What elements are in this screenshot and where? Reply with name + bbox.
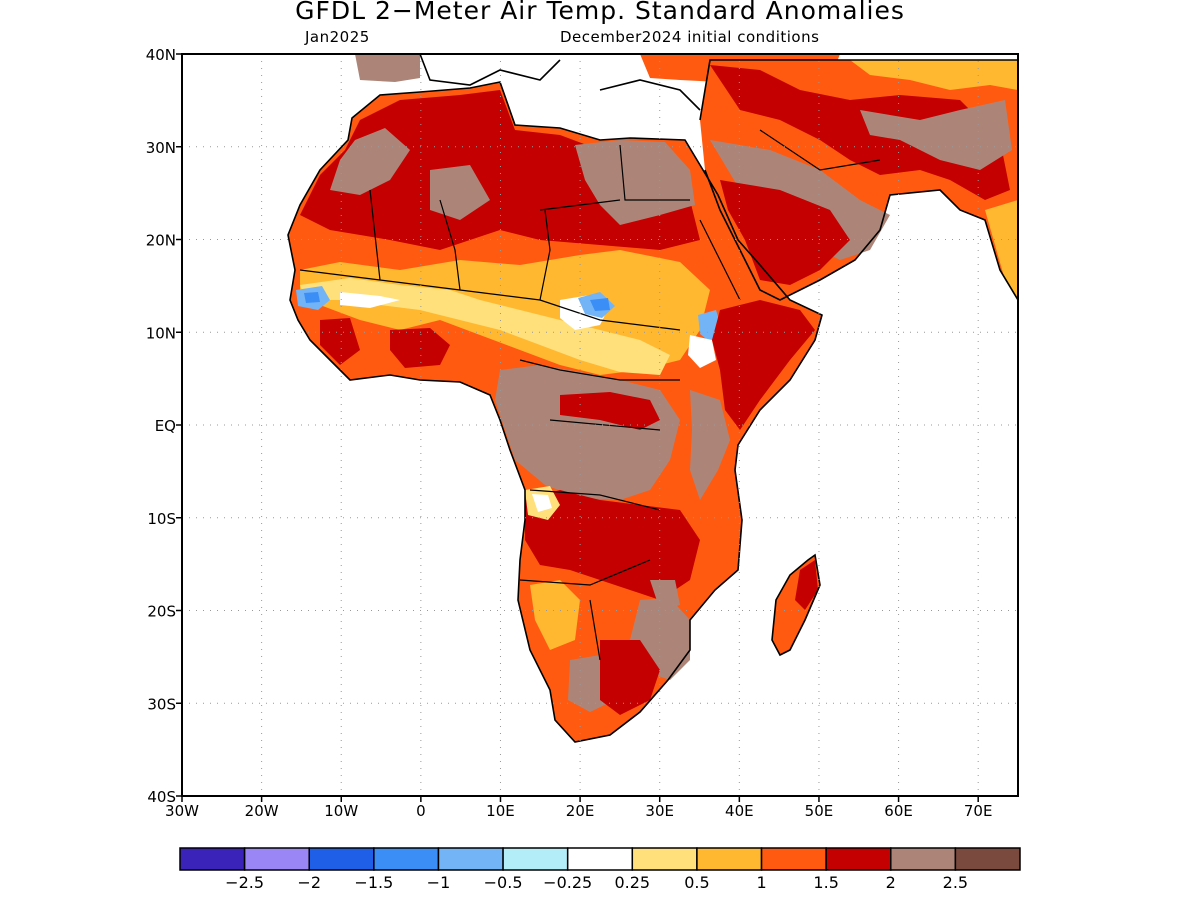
anomaly-yellow-sahel <box>300 278 670 375</box>
legend-swatch <box>373 847 440 871</box>
anomaly-mid-blue-chad <box>590 298 610 311</box>
anomaly-darkred-madagascar <box>795 560 818 610</box>
anomaly-brown-libya <box>430 165 490 220</box>
initial-conditions: December2024 initial conditions <box>560 28 820 46</box>
lon-label: 30W <box>165 802 199 820</box>
country-borders <box>299 129 881 661</box>
legend-label: −1 <box>427 873 451 892</box>
anomaly-darkred-sa <box>600 640 660 715</box>
lon-label: 30E <box>645 802 674 820</box>
anomaly-white-ethiopia <box>688 335 716 368</box>
lon-label: 10W <box>324 802 358 820</box>
lon-label: 0 <box>416 802 426 820</box>
anomaly-brown-egypt <box>575 140 695 225</box>
legend-swatch <box>437 847 504 871</box>
legend-label: −0.5 <box>484 873 523 892</box>
anomaly-white-angola <box>532 494 552 512</box>
lat-axis-labels: 40N 30N 20N 10N EQ 10S 20S 30S 40S <box>146 46 176 806</box>
legend-swatch <box>825 847 892 871</box>
anomaly-darkred-arabia <box>720 180 850 285</box>
legend-swatch <box>566 847 634 871</box>
anomaly-orange-india <box>985 200 1018 300</box>
legend-label: 0.5 <box>684 873 709 892</box>
anomaly-darkred-guinea <box>320 318 360 365</box>
lon-label: 10E <box>486 802 515 820</box>
anomaly-yellow-central-asia <box>850 60 1018 90</box>
legend-label: 0.25 <box>614 873 650 892</box>
anomaly-dark-red-sahara <box>300 90 700 250</box>
color-legend: −2.5 −2 −1.5 −1 −0.5 −0.25 0.25 0.5 1 1.5 2 2.5 <box>179 847 1021 892</box>
anomaly-darkred-congo <box>560 392 660 430</box>
lat-label: EQ <box>155 417 176 435</box>
lon-axis-labels: 30W 20W 10W 0 10E 20E 30E 40E 50E 60E 70E <box>165 802 992 820</box>
legend-label: 2 <box>886 873 896 892</box>
lon-label: 70E <box>964 802 993 820</box>
anomaly-yellow-namibia <box>530 580 580 650</box>
chart-title: GFDL 2−Meter Air Temp. Standard Anomalie… <box>295 0 905 25</box>
anomaly-field <box>288 54 1018 742</box>
axis-ticks <box>176 53 979 802</box>
lon-label: 20W <box>245 802 279 820</box>
lat-label: 30N <box>146 139 176 157</box>
legend-swatch <box>696 847 763 871</box>
forecast-month: Jan2025 <box>305 28 370 46</box>
anomaly-darkred-ghana <box>390 328 450 368</box>
anomaly-darkred-iran <box>710 65 1010 200</box>
legend-swatch <box>308 847 375 871</box>
anomaly-darkred-horn <box>712 300 815 430</box>
europe-field <box>355 54 420 82</box>
legend-label: −2 <box>297 873 321 892</box>
lon-label: 60E <box>884 802 913 820</box>
legend-swatch <box>502 847 569 871</box>
anomaly-white-sahel <box>340 292 400 308</box>
gridlines <box>182 54 1018 796</box>
anomaly-brown-algeria <box>330 128 410 195</box>
lon-label: 50E <box>805 802 834 820</box>
legend-label: 1.5 <box>813 873 838 892</box>
legend-label: 2.5 <box>943 873 968 892</box>
lat-label: 20N <box>146 232 176 250</box>
legend-swatch <box>760 847 827 871</box>
lat-label: 30S <box>147 695 176 713</box>
coastlines <box>287 54 1018 743</box>
legend-swatch <box>631 847 698 871</box>
anomaly-brown-iran <box>860 100 1012 170</box>
legend-label: −1.5 <box>354 873 393 892</box>
anomaly-darkred-southern <box>525 490 700 600</box>
lat-label: 40N <box>146 46 176 64</box>
legend-label: 1 <box>756 873 766 892</box>
legend-label: −0.25 <box>543 873 592 892</box>
lat-label: 10N <box>146 324 176 342</box>
lat-label: 10S <box>147 510 176 528</box>
anomaly-brown-moz <box>650 580 680 610</box>
legend-swatch <box>954 847 1021 871</box>
anomaly-brown-east-africa <box>690 390 730 500</box>
anomaly-mid-blue-senegal <box>304 292 320 303</box>
lat-label: 20S <box>147 603 176 621</box>
legend-swatch <box>890 847 957 871</box>
legend-swatch <box>179 847 246 871</box>
lat-label: 40S <box>147 788 176 806</box>
lon-label: 20E <box>566 802 595 820</box>
legend-swatch <box>243 847 310 871</box>
lon-label: 40E <box>725 802 754 820</box>
legend-label: −2.5 <box>225 873 264 892</box>
